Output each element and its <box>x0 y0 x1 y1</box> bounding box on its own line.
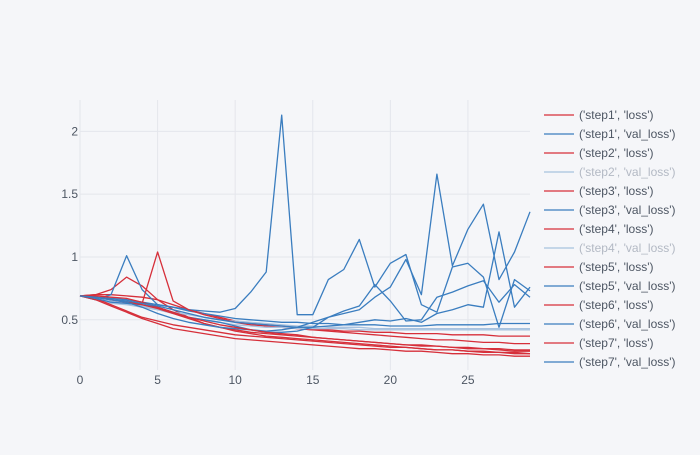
legend-label: ('step2', 'loss') <box>579 146 654 160</box>
x-tick-label: 20 <box>384 373 398 387</box>
legend-label: ('step5', 'val_loss') <box>579 279 676 293</box>
series-line-2[interactable] <box>79 295 530 327</box>
y-tick-label: 0.5 <box>61 313 78 327</box>
axes: 0 5 10 15 20 25 0.5 1 1.5 2 <box>61 124 475 387</box>
x-tick-label: 5 <box>154 373 161 387</box>
series-lines <box>79 114 531 357</box>
series-line-14[interactable] <box>79 231 531 328</box>
series-line-12[interactable] <box>79 173 531 332</box>
legend-item[interactable]: ('step2', 'loss') <box>544 146 654 160</box>
x-tick-label: 15 <box>306 373 320 387</box>
legend-item[interactable]: ('step6', 'loss') <box>544 298 654 312</box>
legend-label: ('step6', 'loss') <box>579 298 654 312</box>
legend-label: ('step6', 'val_loss') <box>579 317 676 331</box>
legend-item[interactable]: ('step4', 'loss') <box>544 222 654 236</box>
legend-label: ('step7', 'loss') <box>579 336 654 350</box>
legend-item[interactable]: ('step3', 'loss') <box>544 184 654 198</box>
x-tick-label: 10 <box>228 373 242 387</box>
legend-item[interactable]: ('step1', 'loss') <box>544 108 654 122</box>
legend-label: ('step2', 'val_loss') <box>579 165 676 179</box>
series-line-6[interactable] <box>79 114 531 328</box>
legend-item[interactable]: ('step6', 'val_loss') <box>544 317 676 331</box>
legend-label: ('step1', 'val_loss') <box>579 127 676 141</box>
x-tick-label: 0 <box>77 373 84 387</box>
legend-label: ('step4', 'val_loss') <box>579 241 676 255</box>
series-line-9[interactable] <box>79 295 530 357</box>
x-tick-label: 25 <box>461 373 475 387</box>
legend-item[interactable]: ('step7', 'loss') <box>544 336 654 350</box>
legend-item[interactable]: ('step4', 'val_loss') <box>544 241 676 255</box>
legend-label: ('step5', 'loss') <box>579 260 654 274</box>
legend-item[interactable]: ('step7', 'val_loss') <box>544 355 676 369</box>
y-tick-label: 2 <box>71 124 78 138</box>
y-tick-label: 1 <box>71 250 78 264</box>
series-line-4[interactable] <box>79 295 530 330</box>
legend[interactable]: ('step1', 'loss') ('step1', 'val_loss') ('… <box>544 108 676 369</box>
legend-item[interactable]: ('step2', 'val_loss') <box>544 165 676 179</box>
legend-label: ('step7', 'val_loss') <box>579 355 676 369</box>
legend-item[interactable]: ('step5', 'val_loss') <box>544 279 676 293</box>
legend-label: ('step4', 'loss') <box>579 222 654 236</box>
legend-item[interactable]: ('step3', 'val_loss') <box>544 203 676 217</box>
series-line-11[interactable] <box>79 295 530 355</box>
series-line-13[interactable] <box>80 295 530 352</box>
legend-item[interactable]: ('step5', 'loss') <box>544 260 654 274</box>
legend-label: ('step3', 'loss') <box>579 184 654 198</box>
legend-label: ('step1', 'loss') <box>579 108 654 122</box>
legend-label: ('step3', 'val_loss') <box>579 203 676 217</box>
legend-item[interactable]: ('step1', 'val_loss') <box>544 127 676 141</box>
y-tick-label: 1.5 <box>61 187 78 201</box>
